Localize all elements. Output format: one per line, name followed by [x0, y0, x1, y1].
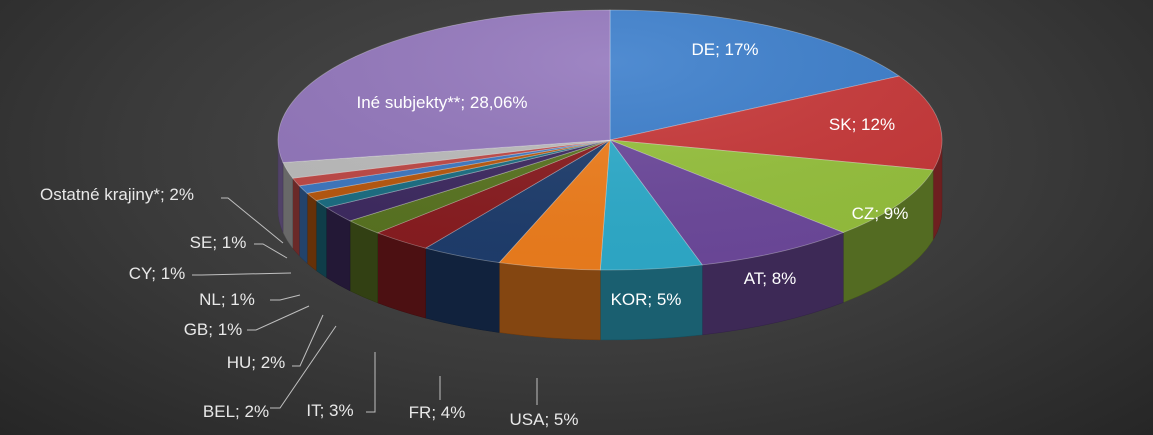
pie-side-walls — [277, 139, 943, 341]
pie-side-bel — [349, 220, 378, 304]
leader-line-gb — [247, 305, 310, 331]
pie-side-cy — [299, 185, 308, 264]
pie-data-labels: DE; 17% SK; 12% CZ; 9% AT; 8% KOR; 5% USA; 5%… — [40, 40, 908, 429]
data-label-ostatne-krajiny: Ostatné krajiny*; 2% — [40, 185, 194, 204]
data-label-nl: NL; 1% — [199, 290, 255, 309]
data-label-de: DE; 17% — [691, 40, 758, 59]
pie-side-gb — [315, 200, 327, 279]
leader-line-bel — [270, 325, 337, 409]
leader-line-cy — [192, 272, 292, 276]
data-label-usa: USA; 5% — [510, 410, 579, 429]
data-label-cz: CZ; 9% — [852, 204, 909, 223]
pie-slices — [277, 9, 943, 271]
data-label-at: AT; 8% — [744, 269, 797, 288]
data-label-fr: FR; 4% — [409, 403, 466, 422]
leader-line-se — [254, 243, 288, 259]
data-label-se: SE; 1% — [190, 233, 247, 252]
data-label-kor: KOR; 5% — [611, 290, 682, 309]
pie-side-nl — [306, 192, 317, 272]
data-label-gb: GB; 1% — [184, 320, 243, 339]
leader-line-hu — [292, 314, 324, 367]
pie-top-gloss — [278, 10, 942, 270]
data-label-cy: CY; 1% — [129, 264, 186, 283]
leader-line-nl — [270, 294, 301, 301]
leader-line-ostatne-krajiny — [221, 197, 284, 244]
data-label-it: IT; 3% — [306, 401, 353, 420]
pie-side-hu — [326, 207, 351, 292]
data-label-bel: BEL; 2% — [203, 402, 269, 421]
pie-side-usa — [499, 262, 601, 341]
pie-side-se — [292, 177, 300, 257]
data-label-sk: SK; 12% — [829, 115, 895, 134]
data-label-hu: HU; 2% — [227, 353, 286, 372]
data-label-ine-subjekty: Iné subjekty**; 28,06% — [356, 93, 527, 112]
leader-line-it — [366, 352, 376, 413]
